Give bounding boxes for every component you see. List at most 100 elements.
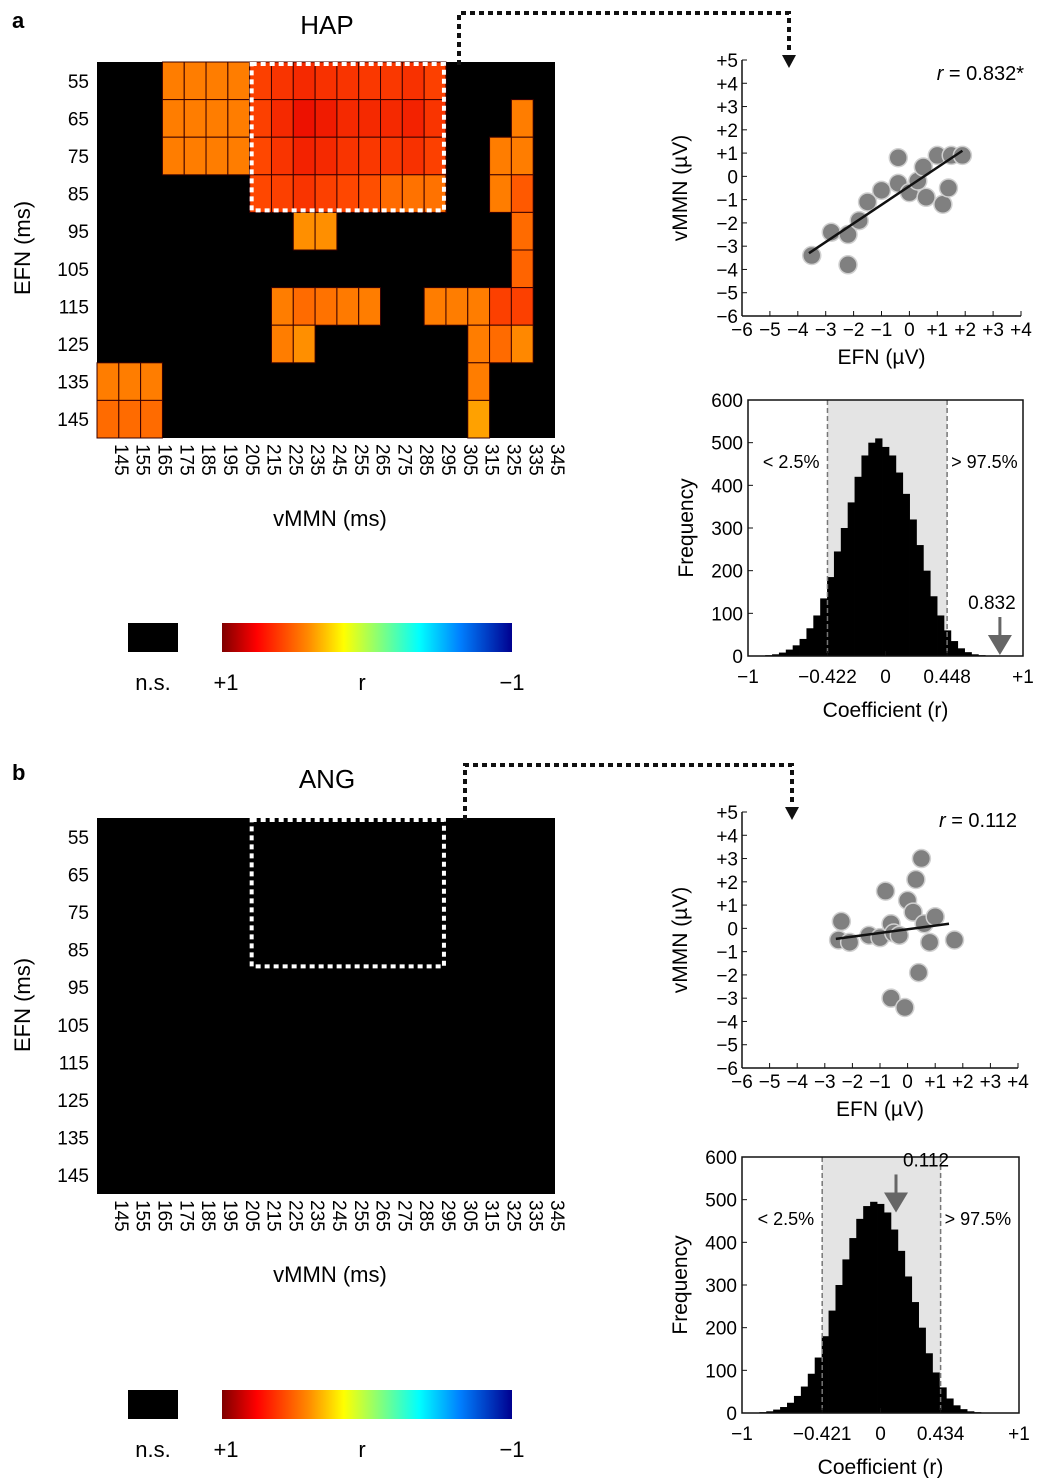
heatmap-y-tick-label: 85 [68,185,89,206]
heatmap-cell [183,136,207,176]
heatmap-y-tick-label: 135 [57,373,89,394]
heatmap-cell [358,99,382,138]
ns-label: n.s. [135,1437,170,1462]
heatmap-y-tick-label: 65 [68,865,89,886]
y-tick-label: −2 [716,214,738,235]
connector-arrowhead [785,807,799,820]
heatmap-cell [510,324,534,364]
histogram-bar [793,1395,802,1413]
colorbar-max-label: +1 [213,1437,238,1462]
histogram-bar [932,1372,940,1413]
heatmap-x-tick-label: 275 [393,1200,414,1232]
heatmap-cell [314,61,338,101]
heatmap-x-tick-label: 265 [372,1200,393,1232]
heatmap-cell [336,61,360,101]
heatmap-cell [401,61,425,101]
histogram-bar [923,570,931,656]
heatmap-cell [380,61,403,101]
colorbar-max-label: +1 [213,670,238,695]
x-tick-label: −6 [731,1072,753,1093]
y-tick-label: 0 [726,1404,737,1425]
histogram-bar [960,1409,968,1413]
y-tick-label: 100 [705,1361,737,1382]
heatmap-cell [336,287,360,326]
y-tick-label: 400 [711,476,743,497]
heatmap-x-tick-label: 295 [437,1200,458,1232]
heatmap-x-tick-label: 145 [110,444,131,476]
observed-value-label: 0.832 [968,593,1016,614]
histogram-bar [925,1353,933,1413]
scatter-point [911,848,932,869]
regression-line [835,922,950,941]
x-tick-label: 0 [902,1072,913,1093]
scatter-point [919,932,940,953]
histogram-bar [854,476,862,656]
histogram-bar [950,641,959,656]
heatmap-cell [118,399,142,439]
heatmap-x-tick-label: 265 [372,444,393,476]
x-tick-label: +4 [1007,1072,1029,1093]
heatmap-title: HAP [300,10,353,40]
histogram-bar [861,455,869,656]
heatmap-cell [227,136,251,176]
histogram-bar [902,493,910,656]
y-tick-label: +5 [716,803,738,824]
scatter-point [938,178,959,198]
heatmap-x-tick-label: 275 [393,444,414,476]
y-tick-label: +2 [716,873,738,894]
x-tick-label: 0.434 [917,1424,965,1445]
heatmap-y-tick-label: 105 [57,260,89,281]
x-tick-label: −1 [871,320,893,341]
scatter-point [838,255,858,275]
y-axis-label: vMMN (µV) [669,135,692,242]
x-tick-label: −3 [814,1072,836,1093]
y-tick-label: +3 [716,850,738,871]
heatmap-x-tick-label: 315 [481,1200,502,1232]
heatmap-x-tick-label: 145 [110,1200,131,1232]
y-tick-label: 400 [705,1233,737,1254]
heatmap-x-tick-label: 255 [350,1200,371,1232]
heatmap-x-tick-label: 175 [175,444,196,476]
heatmap-x-tick-label: 255 [350,444,371,476]
x-tick-label: −4 [787,320,809,341]
x-axis-label: EFN (µV) [838,346,926,369]
y-tick-label: 500 [711,434,743,455]
scatter-point [881,988,901,1008]
heatmap-x-tick-label: 305 [459,444,480,476]
heatmap-x-tick-label: 225 [284,444,305,476]
heatmap-x-tick-label: 295 [437,444,458,476]
heatmap-y-tick-label: 85 [68,941,89,962]
x-tick-label: −0.422 [798,667,857,688]
colorbar [222,1390,512,1419]
heatmap-title: ANG [299,764,355,794]
y-tick-label: 0 [727,919,738,940]
heatmap-x-tick-label: 245 [328,444,349,476]
heatmap-cell [140,399,163,439]
heatmap-ylabel: EFN (ms) [10,201,35,295]
heatmap-x-tick-label: 345 [546,444,567,476]
heatmap-x-tick-label: 215 [263,444,284,476]
y-tick-label: −1 [716,943,738,964]
heatmap-cell [489,324,512,364]
histogram-bar [821,1336,829,1413]
heatmap-cell [205,61,229,101]
histogram-bar [911,1302,919,1413]
histogram-bar [778,652,787,656]
heatmap-cell [489,136,512,176]
colorbar-r-label: r [358,1437,365,1462]
ns-swatch [128,623,178,652]
histogram-bar [882,446,890,656]
heatmap-x-tick-label: 315 [481,444,502,476]
heatmap-x-tick-label: 165 [154,1200,175,1232]
histogram-bar [939,1387,947,1413]
heatmap-cell [140,362,163,401]
panel-label: b [12,760,25,785]
heatmap-x-tick-label: 235 [306,1200,327,1232]
heatmap-cell [292,324,316,364]
heatmap-x-tick-label: 305 [459,1200,480,1232]
y-tick-label: +2 [716,121,738,142]
y-tick-label: −6 [716,307,738,328]
heatmap-y-tick-label: 105 [57,1016,89,1037]
